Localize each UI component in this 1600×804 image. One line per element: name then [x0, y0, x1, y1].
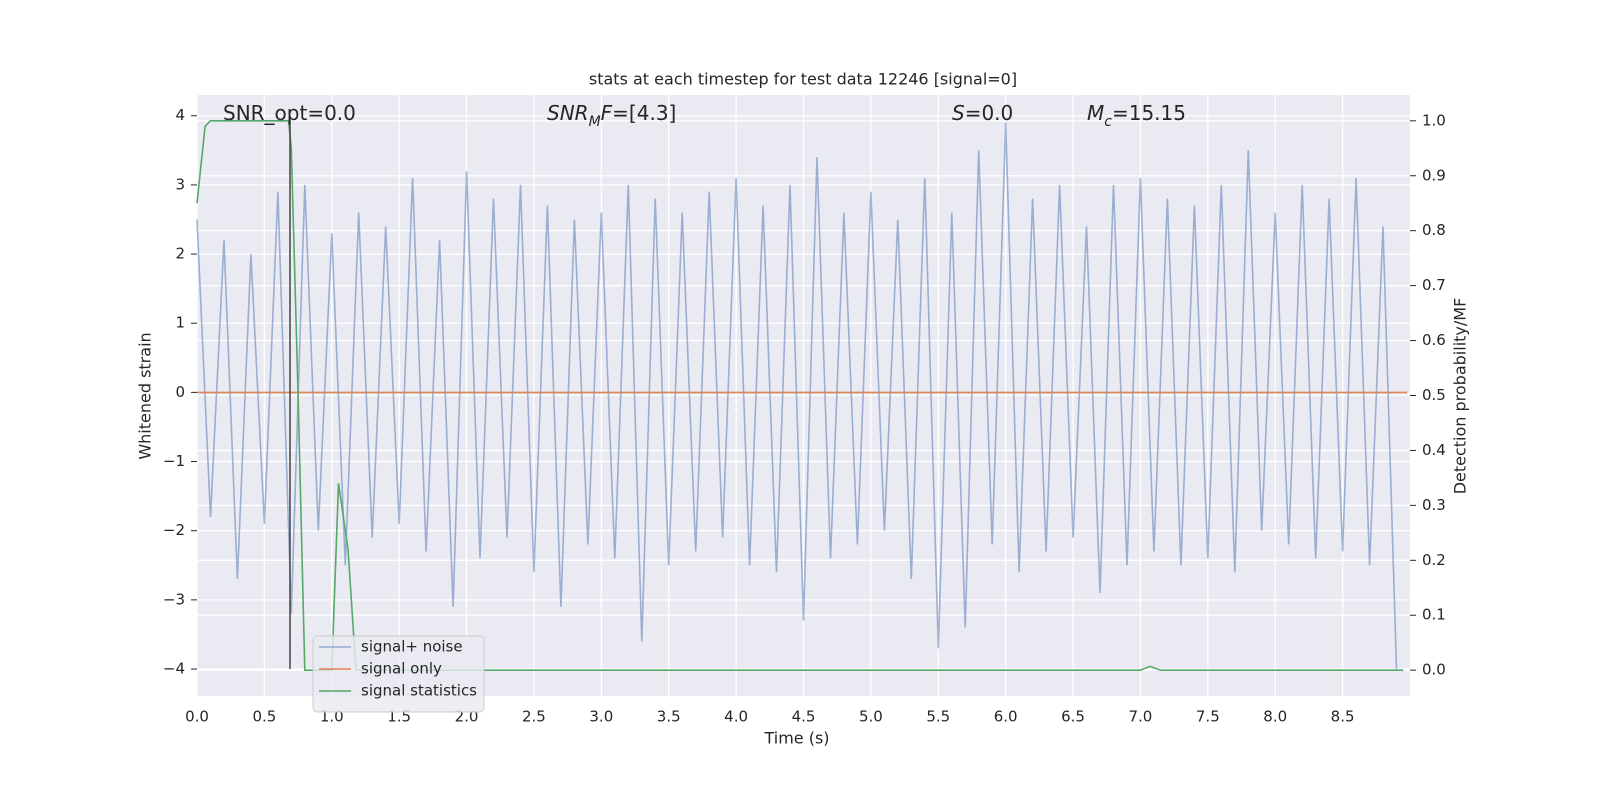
x-tick-label: 4.5: [792, 708, 816, 726]
series-line: [196, 122, 1398, 670]
y2-tick-label: 0.1: [1422, 606, 1446, 624]
y2-axis-label: Detection probability/MF: [1451, 298, 1470, 495]
annotation-part: SNR_opt=0.0: [223, 101, 356, 125]
x-tick-label: 6.0: [994, 708, 1018, 726]
annotation-part: SNR: [547, 101, 589, 125]
y2-tick-label: 0.4: [1422, 441, 1446, 459]
annotation: S=0.0: [952, 101, 1013, 125]
legend-label: signal only: [361, 660, 442, 678]
legend-label: signal statistics: [361, 682, 477, 700]
annotation: Mc=15.15: [1087, 101, 1186, 131]
annotation-part: F: [601, 101, 613, 125]
y-tick-label: −4: [163, 660, 185, 678]
annotation: SNR_opt=0.0: [223, 101, 356, 125]
y-tick-label: −1: [163, 452, 185, 470]
x-tick-label: 6.5: [1061, 708, 1085, 726]
y2-tick-label: 0.3: [1422, 496, 1446, 514]
y-tick-label: 1: [175, 314, 185, 332]
y-tick-label: 0: [175, 383, 185, 401]
y2-tick-label: 1.0: [1422, 111, 1446, 129]
y2-tick-label: 0.5: [1422, 386, 1446, 404]
x-tick-label: 3.5: [657, 708, 681, 726]
annotation-part: =15.15: [1112, 101, 1186, 125]
annotation-part: =0.0: [965, 101, 1014, 125]
chart-title: stats at each timestep for test data 122…: [589, 70, 1017, 89]
y-tick-label: 3: [175, 175, 185, 193]
y2-tick-label: 0.2: [1422, 551, 1446, 569]
x-tick-label: 0.5: [252, 708, 276, 726]
y2-tick-label: 0.9: [1422, 166, 1446, 184]
x-tick-label: 4.0: [724, 708, 748, 726]
y-tick-label: 2: [175, 245, 185, 263]
x-tick-label: 3.0: [589, 708, 613, 726]
x-axis-label: Time (s): [763, 729, 829, 748]
y-tick-label: 4: [175, 106, 185, 124]
x-tick-label: 7.0: [1129, 708, 1153, 726]
y2-tick-label: 0.0: [1422, 661, 1446, 679]
y2-tick-label: 0.8: [1422, 221, 1446, 239]
y2-tick-label: 0.7: [1422, 276, 1446, 294]
annotation-part: =[4.3]: [612, 101, 676, 125]
legend-label: signal+ noise: [361, 638, 463, 656]
legend-box: [312, 635, 485, 713]
y2-tick-label: 0.6: [1422, 331, 1446, 349]
annotation-part: M: [589, 114, 601, 130]
y-axis-label: Whitened strain: [136, 332, 155, 459]
x-tick-label: 2.5: [522, 708, 546, 726]
x-tick-label: 5.0: [859, 708, 883, 726]
y-tick-label: −3: [163, 590, 185, 608]
labels: 0.0 0.5 1.0 1.5 2.0 2.5 3.0 3.5 4.0 4.5 5.0 5.5 6.0 6…: [163, 101, 1446, 726]
x-tick-label: 8.5: [1331, 708, 1355, 726]
annotation: SNRMF=[4.3]: [547, 101, 676, 131]
y-tick-label: −2: [163, 521, 185, 539]
annotation-part: S: [952, 101, 965, 125]
x-tick-label: 0.0: [185, 708, 209, 726]
x-tick-label: 7.5: [1196, 708, 1220, 726]
x-tick-label: 8.0: [1263, 708, 1287, 726]
x-tick-label: 5.5: [926, 708, 950, 726]
annotation-part: M: [1087, 101, 1104, 125]
annotation-part: c: [1104, 114, 1112, 130]
